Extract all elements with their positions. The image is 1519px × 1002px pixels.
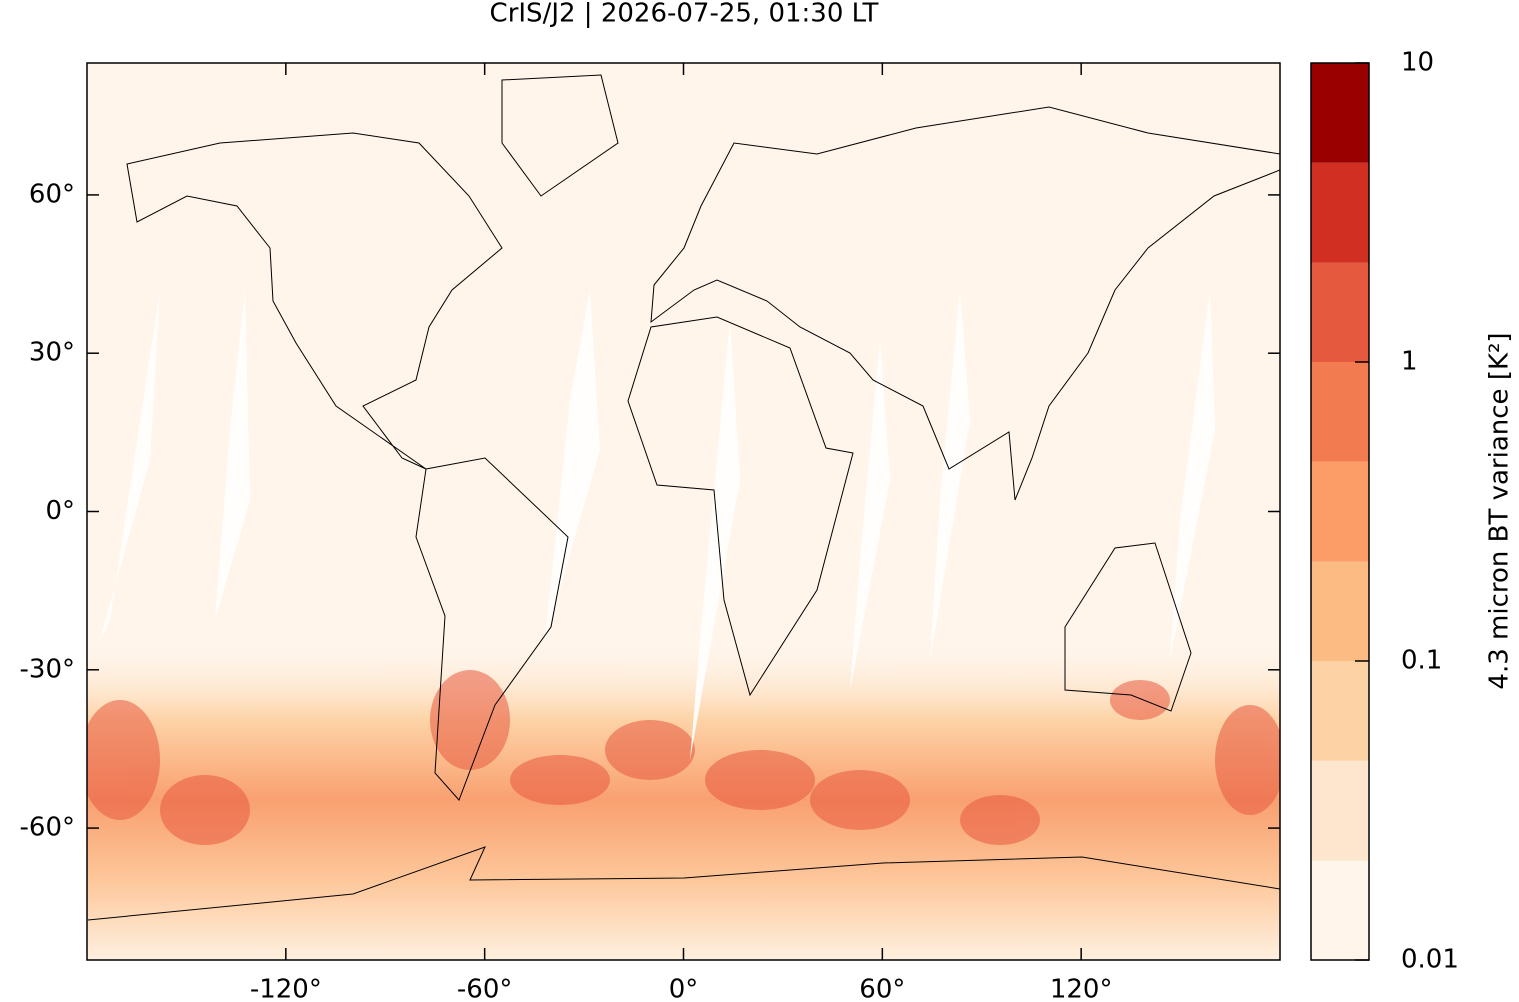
colorbar-tick-label: 1: [1401, 347, 1418, 377]
y-tick-label: 60°: [29, 179, 75, 209]
colorbar-tick-label: 0.1: [1401, 646, 1442, 676]
x-tick-label: -60°: [457, 975, 512, 1002]
chart-title: CrIS/J2 | 2026-07-25, 01:30 LT: [490, 0, 879, 29]
colorbar-frame: [1310, 62, 1370, 961]
colorbar-band: [1311, 461, 1369, 562]
colorbar-band: [1311, 262, 1369, 362]
colorbar-band: [1311, 561, 1369, 661]
y-tick-label: -30°: [20, 654, 75, 684]
colorbar-band: [1311, 760, 1369, 861]
colorbar-band: [1311, 661, 1369, 761]
x-tick-label: 0°: [669, 975, 699, 1002]
x-tick-label: 120°: [1050, 975, 1113, 1002]
colorbar-band: [1311, 860, 1369, 960]
y-tick-label: -60°: [20, 813, 75, 843]
map-field: [87, 63, 1280, 960]
x-tick-label: 60°: [859, 975, 905, 1002]
x-tick-label: -120°: [250, 975, 322, 1002]
y-tick-label: 30°: [29, 338, 75, 368]
colorbar-band: [1311, 162, 1369, 263]
colorbar-band: [1311, 63, 1369, 163]
coastlines: [87, 74, 1280, 921]
colorbar-label: 4.3 micron BT variance [K²]: [1485, 332, 1515, 689]
colorbar-tick-label: 10: [1401, 48, 1434, 78]
y-tick-label: 0°: [45, 496, 75, 526]
colorbar-tick-label: 0.01: [1401, 945, 1459, 975]
colorbar-band: [1311, 362, 1369, 462]
